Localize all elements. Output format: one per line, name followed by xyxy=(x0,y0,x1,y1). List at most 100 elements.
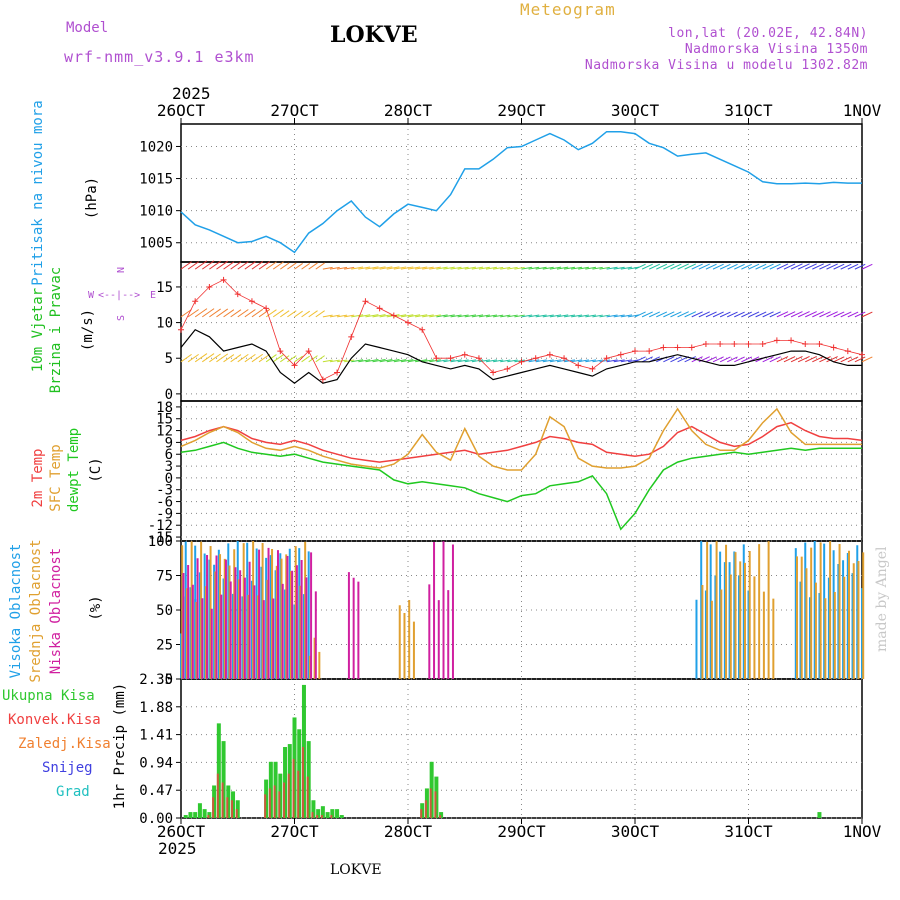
wind-barb xyxy=(861,356,873,363)
wind-barb xyxy=(606,359,618,363)
wind-barb xyxy=(400,359,414,363)
wind-barb xyxy=(812,311,824,318)
x-tick-label-top: 26OCT xyxy=(157,101,206,120)
wind-barb xyxy=(705,356,717,363)
wind-barb xyxy=(194,353,208,363)
wind-barb xyxy=(578,359,589,363)
wind-gust-marker xyxy=(816,340,823,347)
pressure-series-line xyxy=(180,130,862,254)
wind-barb xyxy=(372,359,386,363)
wind-barb xyxy=(734,311,745,318)
wind-barb xyxy=(400,266,414,270)
wind-barb xyxy=(556,314,569,318)
model-name: wrf-nmm_v3.9.1 e3km xyxy=(64,48,255,66)
wind-barb xyxy=(209,353,221,363)
precip-y-tick-label: 0.00 xyxy=(139,811,173,827)
wind-barb xyxy=(819,311,831,318)
wind-barb xyxy=(308,262,318,270)
wind-barb xyxy=(358,266,371,270)
wind-barb xyxy=(705,263,717,270)
elevation-label: Nadmorska Visina 1350m xyxy=(684,42,868,57)
wind-barb xyxy=(464,266,477,270)
wind-gust-marker xyxy=(674,344,681,351)
wind-barb xyxy=(272,354,284,363)
wind-barb xyxy=(436,266,448,270)
wind-barb xyxy=(436,359,448,363)
x-tick-label-bottom: 27OCT xyxy=(270,822,319,841)
wind-barb xyxy=(500,359,511,363)
wind-barb xyxy=(230,261,242,270)
wind-gust-marker xyxy=(220,276,227,283)
wind-gust-marker xyxy=(859,351,865,358)
wind-gust-marker xyxy=(830,344,837,351)
wind-barb xyxy=(429,359,441,363)
wind-barb xyxy=(258,261,271,270)
temp-y-tick-label: 6 xyxy=(165,447,173,463)
wind-barb xyxy=(826,356,838,363)
wind-barb xyxy=(237,309,249,318)
wind-barb xyxy=(450,314,462,318)
wind-barb xyxy=(379,359,393,363)
wind-barb xyxy=(187,261,199,270)
x-tick-label-top: 30OCT xyxy=(611,101,660,120)
wind-barb xyxy=(542,359,554,363)
precip-legend-freezing: Zaledj.Kisa xyxy=(18,736,111,752)
wind-barb xyxy=(741,263,752,270)
temp-y-tick-label: -3 xyxy=(156,483,173,499)
wind-barb xyxy=(727,311,738,318)
wind-barb xyxy=(741,311,752,318)
wind-barb xyxy=(280,310,290,318)
wind-barb xyxy=(585,266,597,270)
wind-barb xyxy=(365,359,379,363)
precip-convective-bar xyxy=(434,791,437,818)
wind-gust-marker xyxy=(646,348,653,355)
wind-gust-marker xyxy=(688,344,695,351)
wind-barb xyxy=(627,314,640,318)
wind-gust-marker xyxy=(731,340,738,347)
x-tick-label-bottom: 1NOV xyxy=(843,822,882,841)
wind-barb xyxy=(329,359,340,363)
wind-barb xyxy=(301,310,310,318)
wind-barb xyxy=(734,356,745,363)
year-bottom-label: 2025 xyxy=(158,839,197,858)
wind-barb xyxy=(826,263,838,270)
wind-legend-arrows: <--|--> xyxy=(98,290,140,301)
wind-barb xyxy=(180,261,192,270)
wind-barb xyxy=(606,314,618,318)
pressure-ylabel: (hPa) xyxy=(84,177,100,219)
temp-y-tick-label: 12 xyxy=(156,424,173,440)
pressure-y-tick-label: 1010 xyxy=(139,204,173,220)
wind-barb xyxy=(201,353,215,363)
wind-barb xyxy=(854,263,866,270)
wind-barb xyxy=(351,266,364,270)
wind-barb xyxy=(535,266,547,270)
wind-barb xyxy=(471,266,484,270)
temp-y-tick-label: 0 xyxy=(165,471,173,487)
wind-barb xyxy=(457,314,469,318)
wind-barb xyxy=(329,314,340,318)
cloud-y-tick-label: 50 xyxy=(156,603,173,619)
wind-barb xyxy=(556,359,569,363)
wind-barb xyxy=(613,266,625,270)
wind-barb xyxy=(599,266,610,270)
wind-barb xyxy=(450,266,462,270)
wind-barb xyxy=(265,309,277,318)
wind-barb xyxy=(493,266,504,270)
wind-barb xyxy=(542,314,554,318)
wind-barb xyxy=(790,311,803,318)
wind-barb xyxy=(386,359,400,363)
wind-barb xyxy=(549,266,562,270)
temp-title-2m: 2m Temp xyxy=(30,448,46,507)
wind-gust-marker xyxy=(844,348,851,355)
precip-legend-convective: Konvek.Kisa xyxy=(8,712,101,728)
temp-y-tick-label: -15 xyxy=(148,530,173,546)
wind-barb xyxy=(223,309,235,318)
wind-barb xyxy=(422,266,434,270)
wind-gust-marker xyxy=(589,365,596,372)
wind-gust-marker xyxy=(575,362,582,369)
wind-barb xyxy=(443,314,455,318)
wind-barb xyxy=(833,311,845,318)
precip-total-bar xyxy=(320,806,325,818)
wind-barb xyxy=(840,356,852,363)
wind-barb xyxy=(358,314,371,318)
